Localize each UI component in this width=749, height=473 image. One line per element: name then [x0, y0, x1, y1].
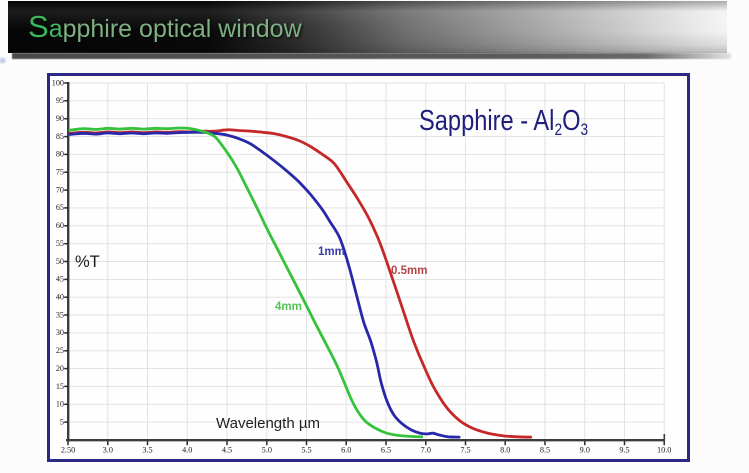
- svg-text:100: 100: [52, 78, 64, 87]
- svg-text:9.0: 9.0: [580, 446, 590, 455]
- svg-text:7.5: 7.5: [460, 446, 470, 455]
- svg-text:9.5: 9.5: [619, 446, 629, 455]
- svg-text:3.0: 3.0: [103, 446, 113, 455]
- svg-text:5.5: 5.5: [301, 446, 311, 455]
- svg-text:4.5: 4.5: [222, 446, 232, 455]
- svg-text:15: 15: [56, 382, 64, 391]
- svg-text:20: 20: [56, 364, 64, 373]
- svg-text:90: 90: [56, 114, 64, 123]
- svg-text:55: 55: [56, 239, 64, 248]
- svg-text:45: 45: [56, 275, 64, 284]
- svg-text:65: 65: [56, 203, 64, 212]
- svg-text:7.0: 7.0: [421, 446, 431, 455]
- svg-text:6.5: 6.5: [381, 446, 391, 455]
- svg-text:8.5: 8.5: [540, 446, 550, 455]
- svg-text:80: 80: [56, 150, 64, 159]
- svg-text:3.5: 3.5: [142, 446, 152, 455]
- svg-text:5: 5: [60, 417, 64, 426]
- svg-text:40: 40: [56, 293, 64, 302]
- svg-text:50: 50: [56, 257, 64, 266]
- svg-text:30: 30: [56, 328, 64, 337]
- svg-text:35: 35: [56, 310, 64, 319]
- svg-text:70: 70: [56, 185, 64, 194]
- svg-text:8.0: 8.0: [500, 446, 510, 455]
- svg-text:95: 95: [56, 96, 64, 105]
- svg-text:10: 10: [56, 400, 64, 409]
- svg-text:25: 25: [56, 346, 64, 355]
- svg-text:10.0: 10.0: [657, 446, 671, 455]
- svg-text:5.0: 5.0: [262, 446, 272, 455]
- svg-text:60: 60: [56, 221, 64, 230]
- svg-text:4.0: 4.0: [182, 446, 192, 455]
- svg-text:6.0: 6.0: [341, 446, 351, 455]
- svg-text:75: 75: [56, 168, 64, 177]
- svg-text:2.50: 2.50: [61, 446, 75, 455]
- svg-text:85: 85: [56, 132, 64, 141]
